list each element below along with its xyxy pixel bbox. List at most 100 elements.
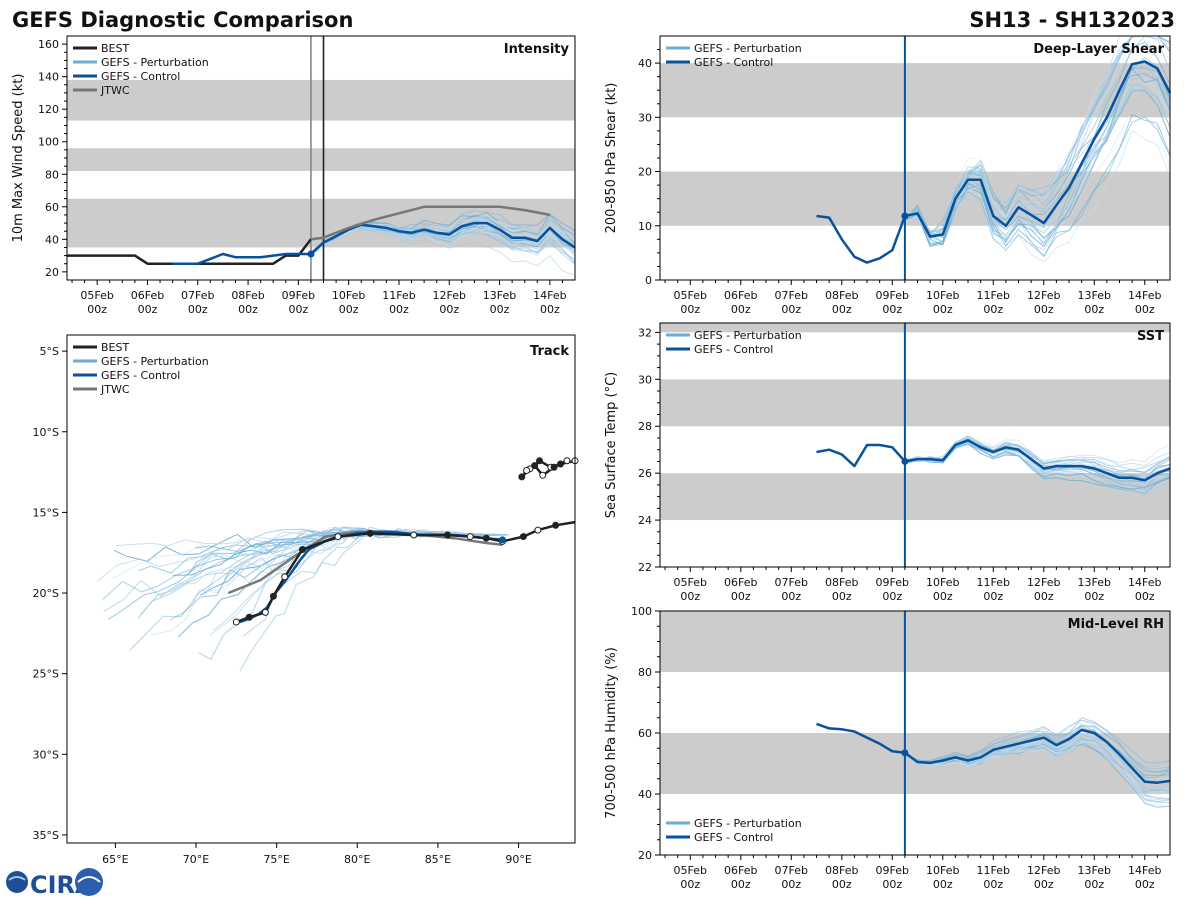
track-best-marker (245, 613, 253, 621)
rh-xtick-sub-7: 00z (1034, 878, 1054, 891)
shear-perturbation-member-4 (904, 35, 1171, 237)
sst-xtick-sub-5: 00z (933, 590, 953, 603)
sst-panel: 22242628303205Feb00z06Feb00z07Feb00z08Fe… (604, 322, 1171, 603)
sst-xtick-sub-3: 00z (832, 590, 852, 603)
intensity-ytick-label-0: 20 (45, 266, 59, 279)
rh-perturbation-member-3 (904, 717, 1171, 768)
rh-xtick-sub-8: 00z (1084, 878, 1104, 891)
rh-xtick-label-6: 11Feb (977, 864, 1010, 877)
shear-xtick-label-0: 05Feb (674, 289, 707, 302)
rh-xtick-sub-4: 00z (882, 878, 902, 891)
track-panel: 65°E 70°E 75°E 80°E 85°E 90°E 5°S 10°S 15°S 20°S 2… (33, 334, 579, 866)
track-xtick-label-2: 75°E (263, 853, 289, 866)
rh-perturbation-member-22 (904, 740, 1171, 802)
intensity-series-jtwc (310, 205, 551, 241)
shear-ylabel: 200-850 hPa Shear (kt) (604, 83, 619, 234)
track-perturbation-member-29 (108, 530, 509, 620)
intensity-xtick-label-6: 11Feb (382, 289, 415, 302)
track-xtick-label-1: 70°E (183, 853, 209, 866)
intensity-ytick-label-1: 40 (45, 233, 59, 246)
shear-xtick-label-4: 09Feb (876, 289, 909, 302)
intensity-perturbation-member-28 (310, 214, 576, 254)
rh-xtick-label-2: 07Feb (775, 864, 808, 877)
sst-ylabel: Sea Surface Temp (°C) (604, 372, 619, 519)
track-best-marker (519, 533, 527, 541)
track-best-marker (518, 473, 526, 481)
sst-frame (659, 322, 1171, 568)
intensity-xtick-sub-4: 00z (288, 303, 308, 316)
track-xtick-label-4: 85°E (425, 853, 451, 866)
track-ytick-label-0: 5°S (40, 345, 59, 358)
sst-xtick-label-8: 13Feb (1078, 576, 1111, 589)
rh-ytick-label-4: 100 (631, 605, 652, 618)
intensity-xtick-sub-2: 00z (188, 303, 208, 316)
track-xtick-label-3: 80°E (344, 853, 370, 866)
intensity-xtick-sub-6: 00z (389, 303, 409, 316)
sst-xtick-label-4: 09Feb (876, 576, 909, 589)
shear-xtick-label-5: 10Feb (926, 289, 959, 302)
shear-xtick-label-2: 07Feb (775, 289, 808, 302)
sst-title: SST (1137, 329, 1164, 344)
shear-xtick-label-6: 11Feb (977, 289, 1010, 302)
intensity-ytick-label-4: 100 (38, 136, 59, 149)
track-xtick-label-5: 90°E (505, 853, 531, 866)
rh-xtick-sub-0: 00z (680, 878, 700, 891)
sst-perturbation-member-18 (904, 438, 1171, 467)
intensity-series-gefs-control (172, 221, 576, 265)
track-best-marker (281, 573, 289, 581)
shear-xtick-sub-7: 00z (1034, 303, 1054, 316)
sst-xtick-sub-7: 00z (1034, 590, 1054, 603)
rh-xtick-label-0: 05Feb (674, 864, 707, 877)
rh-panel: 2040608010005Feb00z06Feb00z07Feb00z08Feb… (604, 605, 1171, 891)
rh-ylabel: 700-500 hPa Humidity (%) (604, 647, 619, 819)
shear-perturbation-member-27 (904, 75, 1171, 240)
shear-xtick-label-8: 13Feb (1078, 289, 1111, 302)
shear-xtick-sub-6: 00z (983, 303, 1003, 316)
track-best-marker (269, 592, 277, 600)
track-title: Track (530, 344, 569, 359)
rh-perturbation-member-29 (904, 719, 1171, 774)
track-ytick-label-3: 20°S (33, 587, 59, 600)
track-legend-label-2: GEFS - Control (101, 369, 180, 382)
sst-series-gefs-control (816, 439, 1171, 482)
shear-panel: 01020304005Feb00z06Feb00z07Feb00z08Feb00… (604, 35, 1172, 316)
rh-xtick-sub-2: 00z (781, 878, 801, 891)
track-best-marker (531, 462, 539, 470)
track-best-marker (482, 534, 490, 542)
shear-xtick-label-7: 12Feb (1027, 289, 1060, 302)
shear-control-init-point (901, 212, 909, 220)
rh-xtick-label-3: 08Feb (825, 864, 858, 877)
sst-band-1 (660, 379, 1170, 427)
sst-xtick-label-2: 07Feb (775, 576, 808, 589)
sst-ytick-label-4: 30 (638, 373, 652, 386)
intensity-xtick-sub-9: 00z (540, 303, 560, 316)
track-perturbation-member-26 (169, 527, 504, 621)
sst-xtick-label-0: 05Feb (674, 576, 707, 589)
track-best-marker (550, 463, 558, 471)
track-legend-label-3: JTWC (100, 383, 130, 396)
sst-ytick-label-2: 26 (638, 467, 652, 480)
rh-perturbation-member-28 (904, 740, 1171, 796)
intensity-xtick-sub-5: 00z (339, 303, 359, 316)
track-best-marker (366, 529, 374, 537)
rh-perturbation-member-20 (904, 717, 1171, 764)
shear-xtick-sub-0: 00z (680, 303, 700, 316)
sst-band-2 (660, 323, 1170, 333)
shear-xtick-label-3: 08Feb (825, 289, 858, 302)
shear-xtick-label-9: 14Feb (1128, 289, 1161, 302)
track-ytick-label-1: 10°S (33, 426, 59, 439)
track-control-init-point (498, 536, 506, 544)
shear-perturbation-member-29 (904, 114, 1171, 258)
track-best-marker (410, 531, 418, 539)
storm-id: SH13 - SH132023 (969, 8, 1175, 32)
sst-xtick-label-9: 14Feb (1128, 576, 1161, 589)
track-best-marker (563, 457, 571, 465)
track-best-marker (552, 521, 560, 529)
intensity-perturbation-member-9 (310, 228, 576, 276)
track-best-marker (534, 526, 542, 534)
sst-ytick-label-3: 28 (638, 420, 652, 433)
intensity-ytick-label-2: 60 (45, 201, 59, 214)
shear-perturbation-member-23 (904, 116, 1171, 257)
